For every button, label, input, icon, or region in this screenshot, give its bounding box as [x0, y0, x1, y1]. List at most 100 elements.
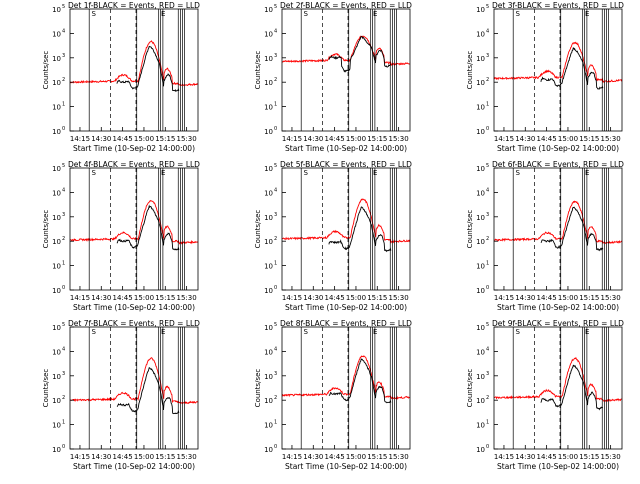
- y-tick-label: 10: [264, 238, 273, 246]
- x-tick-label: 14:45: [537, 453, 557, 461]
- x-tick-label: 14:15: [494, 453, 514, 461]
- y-tick-label: 10: [476, 214, 485, 222]
- top-marker: E: [373, 10, 377, 18]
- x-tick-label: 15:15: [579, 135, 599, 143]
- y-tick-exponent: 4: [62, 346, 65, 352]
- y-tick-exponent: 3: [62, 371, 65, 377]
- panel-title: Det 5f-BLACK = Events, RED = LLD: [280, 160, 412, 169]
- events-series-line: [540, 364, 603, 411]
- y-axis-label: Counts/sec: [254, 369, 262, 408]
- lld-series-line: [493, 200, 623, 245]
- top-marker: S: [92, 10, 97, 18]
- plot-frame: [493, 8, 623, 132]
- top-marker: E: [373, 169, 377, 177]
- y-tick-exponent: 1: [274, 420, 277, 426]
- x-axis-label: Start Time (10-Sep-02 14:00:00): [73, 144, 195, 153]
- y-tick-label: 10: [476, 104, 485, 112]
- y-tick-exponent: 1: [486, 261, 489, 267]
- y-tick-label: 10: [264, 128, 273, 136]
- y-tick-exponent: 1: [62, 420, 65, 426]
- panel-title: Det 6f-BLACK = Events, RED = LLD: [492, 160, 624, 169]
- x-tick-label: 14:45: [325, 135, 345, 143]
- y-tick-label: 10: [264, 214, 273, 222]
- y-tick-exponent: 3: [62, 53, 65, 59]
- x-tick-label: 14:30: [303, 135, 323, 143]
- x-tick-label: 14:45: [325, 294, 345, 302]
- top-marker: S: [516, 169, 521, 177]
- x-tick-label: 15:30: [389, 453, 409, 461]
- panel-title: Det 3f-BLACK = Events, RED = LLD: [492, 1, 624, 10]
- lld-series-line: [282, 355, 411, 400]
- x-tick-label: 15:30: [601, 135, 621, 143]
- x-tick-label: 15:30: [177, 294, 197, 302]
- panel-title: Det 2f-BLACK = Events, RED = LLD: [280, 1, 412, 10]
- x-tick-label: 14:15: [494, 294, 514, 302]
- y-tick-label: 10: [264, 348, 273, 356]
- x-tick-label: 15:15: [579, 294, 599, 302]
- x-tick-label: 15:15: [367, 453, 387, 461]
- y-axis-label: Counts/sec: [254, 210, 262, 249]
- events-series-line: [540, 206, 604, 252]
- y-axis-label: Counts/sec: [42, 51, 50, 90]
- x-tick-label: 14:15: [282, 294, 302, 302]
- y-tick-exponent: 3: [274, 53, 277, 59]
- x-tick-label: 15:30: [601, 294, 621, 302]
- y-axis-label: Counts/sec: [254, 51, 262, 90]
- top-marker: S: [304, 10, 309, 18]
- x-tick-label: 15:00: [134, 294, 154, 302]
- x-tick-label: 14:30: [515, 135, 535, 143]
- y-tick-label: 10: [264, 165, 273, 173]
- lld-series-line: [493, 356, 623, 403]
- y-tick-exponent: 3: [486, 212, 489, 218]
- y-tick-label: 10: [476, 79, 485, 87]
- y-tick-exponent: 0: [62, 285, 65, 291]
- y-tick-label: 10: [476, 30, 485, 38]
- y-tick-label: 10: [264, 263, 273, 271]
- y-tick-exponent: 1: [486, 102, 489, 108]
- x-tick-label: 14:45: [537, 294, 557, 302]
- y-tick-exponent: 1: [62, 102, 65, 108]
- y-tick-label: 10: [476, 446, 485, 454]
- y-tick-label: 10: [264, 30, 273, 38]
- y-tick-exponent: 0: [62, 126, 65, 132]
- panel-title: Det 9f-BLACK = Events, RED = LLD: [492, 319, 624, 328]
- plot-frame: [281, 167, 411, 291]
- x-tick-label: 14:45: [325, 453, 345, 461]
- y-tick-exponent: 5: [62, 4, 65, 10]
- events-series-line: [116, 204, 180, 251]
- panel-det-9: Det 9f-BLACK = Events, RED = LLD 14:15 14:…: [466, 319, 624, 471]
- y-tick-label: 10: [476, 238, 485, 246]
- y-tick-label: 10: [52, 79, 61, 87]
- plot-frame: [493, 326, 623, 450]
- x-tick-label: 15:30: [389, 294, 409, 302]
- top-marker: S: [304, 169, 309, 177]
- x-tick-label: 14:45: [113, 294, 133, 302]
- y-tick-label: 10: [476, 422, 485, 430]
- x-tick-label: 15:30: [177, 453, 197, 461]
- y-tick-exponent: 0: [486, 285, 489, 291]
- y-tick-exponent: 2: [486, 236, 489, 242]
- x-tick-label: 15:15: [367, 135, 387, 143]
- top-marker: S: [516, 328, 521, 336]
- y-tick-exponent: 5: [274, 4, 277, 10]
- y-tick-label: 10: [52, 30, 61, 38]
- y-tick-exponent: 1: [486, 420, 489, 426]
- x-axis-label: Start Time (10-Sep-02 14:00:00): [285, 144, 407, 153]
- plot-frame: [69, 8, 199, 132]
- x-tick-label: 15:15: [155, 294, 175, 302]
- events-series-line: [116, 367, 180, 415]
- y-tick-label: 10: [476, 263, 485, 271]
- x-axis-label: Start Time (10-Sep-02 14:00:00): [73, 462, 195, 471]
- y-axis-label: Counts/sec: [466, 51, 474, 90]
- x-tick-label: 14:30: [303, 453, 323, 461]
- y-tick-exponent: 4: [486, 187, 489, 193]
- y-tick-exponent: 2: [62, 395, 65, 401]
- y-tick-label: 10: [264, 6, 273, 14]
- y-tick-exponent: 4: [274, 187, 277, 193]
- top-marker: E: [585, 169, 589, 177]
- top-marker: E: [585, 328, 589, 336]
- x-tick-label: 14:15: [70, 135, 90, 143]
- y-tick-exponent: 4: [486, 28, 489, 34]
- y-tick-exponent: 1: [62, 261, 65, 267]
